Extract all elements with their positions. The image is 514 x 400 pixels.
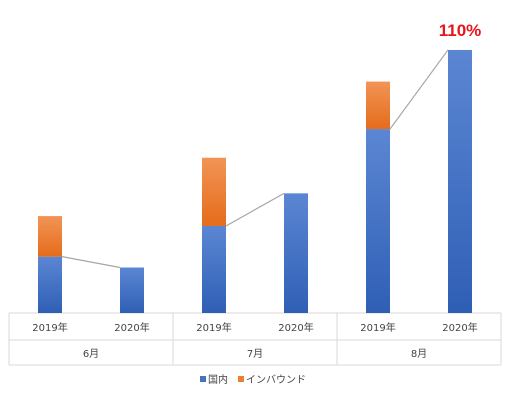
- trend-segment-4: [389, 49, 449, 130]
- axis-labels-layer: 2019年 2020年 2019年 2020年 2019年 2020年 6月 7月 8月: [32, 321, 477, 360]
- legend-label-1: インバウンド: [246, 374, 306, 386]
- bar-domestic-4: [366, 129, 390, 313]
- category-axis-table: [8, 312, 502, 366]
- bars-layer: [38, 49, 472, 313]
- legend-swatch-0: [200, 376, 206, 382]
- category-label-5: 2020年: [442, 321, 477, 334]
- bar-inbound-2: [202, 157, 226, 226]
- bar-domestic-0: [38, 256, 62, 313]
- bar-domestic-2: [202, 225, 226, 313]
- category-label-1: 2020年: [114, 321, 149, 334]
- bar-domestic-3: [284, 193, 308, 313]
- group-label-0: 6月: [83, 348, 99, 360]
- category-label-3: 2020年: [278, 321, 313, 334]
- category-label-2: 2019年: [196, 321, 231, 334]
- legend-swatch-1: [238, 376, 244, 382]
- trend-segment-0: [61, 256, 121, 269]
- category-label-0: 2019年: [32, 321, 67, 334]
- legend-label-0: 国内: [208, 373, 228, 386]
- legend: 国内 インバウンド: [200, 373, 306, 386]
- bar-domestic-5: [448, 49, 472, 313]
- annotation-label: 110%: [439, 21, 482, 40]
- bar-inbound-4: [366, 81, 390, 130]
- group-label-2: 8月: [411, 348, 427, 360]
- bar-domestic-1: [120, 267, 144, 313]
- trend-segment-2: [225, 192, 285, 227]
- bar-inbound-0: [38, 216, 62, 257]
- trend-line-layer: [61, 49, 449, 269]
- group-label-1: 7月: [247, 348, 263, 360]
- category-label-4: 2019年: [360, 321, 395, 334]
